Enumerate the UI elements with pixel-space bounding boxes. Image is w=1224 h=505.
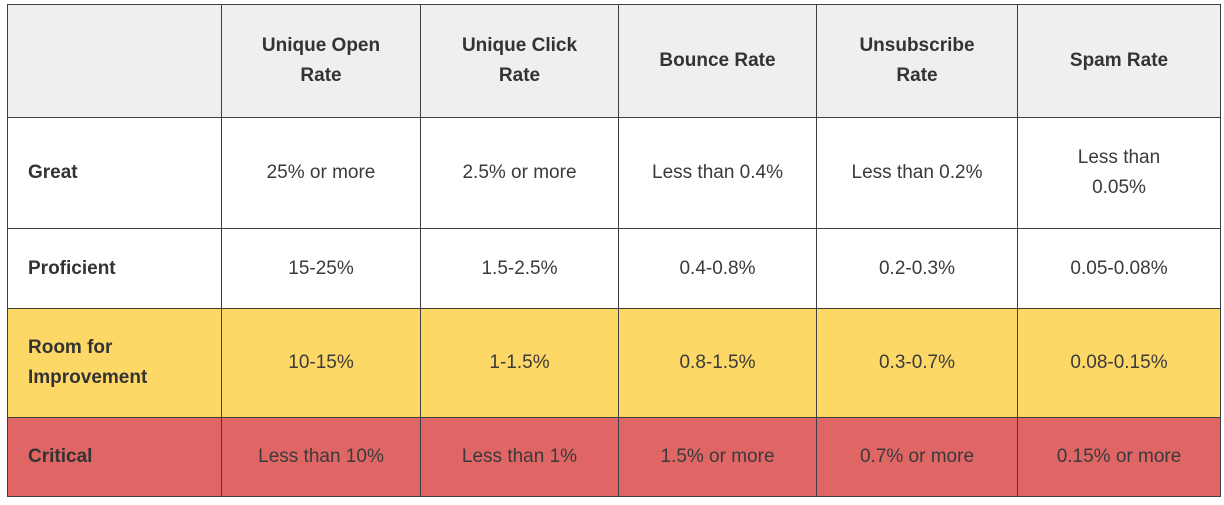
table-cell: 0.3-0.7% (816, 308, 1018, 418)
table-cell: 0.15% or more (1017, 417, 1221, 497)
col-header-unique-click-rate: Unique Click Rate (420, 4, 619, 118)
table-row-proficient: Proficient 15-25% 1.5-2.5% 0.4-0.8% 0.2-… (7, 228, 1221, 309)
corner-cell (7, 4, 222, 118)
col-header-unique-open-rate: Unique Open Rate (221, 4, 421, 118)
table-cell: 2.5% or more (420, 117, 619, 229)
table-cell: Less than 0.4% (618, 117, 817, 229)
table-cell: 1.5% or more (618, 417, 817, 497)
table-cell: 0.05-0.08% (1017, 228, 1221, 309)
row-label: Room for Improvement (7, 308, 222, 418)
table-cell: Less than 0.05% (1017, 117, 1221, 229)
row-label: Critical (7, 417, 222, 497)
table-cell: 1.5-2.5% (420, 228, 619, 309)
table-cell: Less than 1% (420, 417, 619, 497)
email-benchmarks-table: Unique Open Rate Unique Click Rate Bounc… (7, 4, 1221, 497)
table-row-critical: Critical Less than 10% Less than 1% 1.5%… (7, 417, 1221, 497)
row-label: Great (7, 117, 222, 229)
table-cell: 10-15% (221, 308, 421, 418)
table-cell: 0.2-0.3% (816, 228, 1018, 309)
table-row-great: Great 25% or more 2.5% or more Less than… (7, 117, 1221, 229)
table-cell: 0.4-0.8% (618, 228, 817, 309)
table-cell: 0.08-0.15% (1017, 308, 1221, 418)
col-header-bounce-rate: Bounce Rate (618, 4, 817, 118)
table-cell: 0.8-1.5% (618, 308, 817, 418)
table-cell: Less than 0.2% (816, 117, 1018, 229)
table-cell: 1-1.5% (420, 308, 619, 418)
row-label: Proficient (7, 228, 222, 309)
col-header-spam-rate: Spam Rate (1017, 4, 1221, 118)
table-cell: 15-25% (221, 228, 421, 309)
table-row-room-for-improvement: Room for Improvement 10-15% 1-1.5% 0.8-1… (7, 308, 1221, 418)
header-row: Unique Open Rate Unique Click Rate Bounc… (7, 4, 1221, 118)
table-cell: 0.7% or more (816, 417, 1018, 497)
table-cell: Less than 10% (221, 417, 421, 497)
table-cell: 25% or more (221, 117, 421, 229)
col-header-unsubscribe-rate: Unsubscribe Rate (816, 4, 1018, 118)
